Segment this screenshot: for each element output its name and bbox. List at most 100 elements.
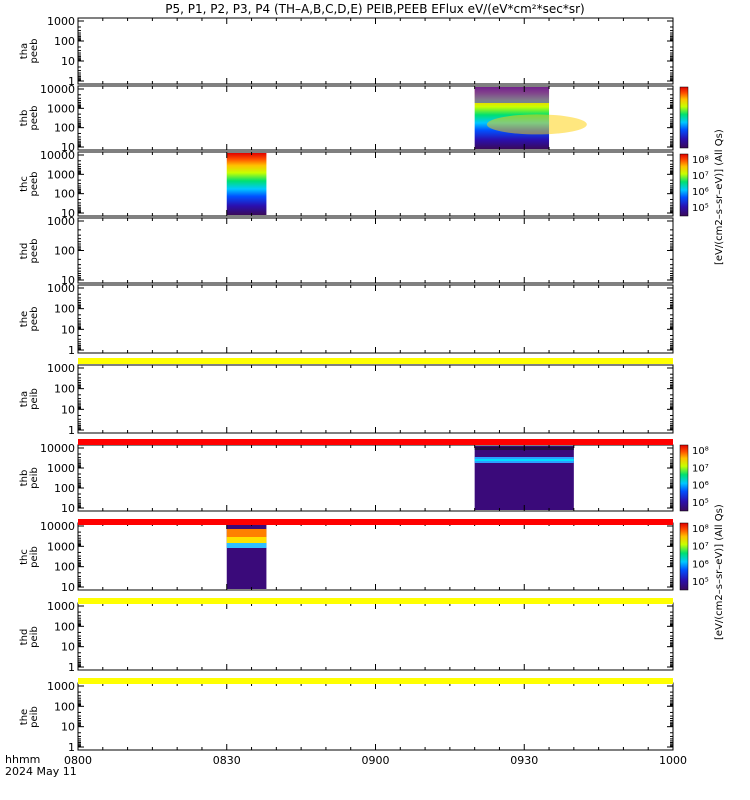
spectrogram-band [486,114,587,135]
date-label: 2024 May 11 [5,765,77,778]
x-tick-label: 1000 [659,754,687,767]
colorbar [679,522,689,591]
panel-ylabel: thb peeb [19,98,40,138]
colorbar-label: [eV/(cm2–s–sr–eV)] (All Qs) [714,129,725,265]
panel-ylabel: thd peib [19,617,40,657]
panel-ylabel: tha peeb [19,31,40,71]
y-tick-label: 100 [54,245,75,258]
y-tick-label: 10000 [40,442,75,455]
panel-frame [77,364,674,434]
y-tick-label: 10 [61,323,75,336]
y-tick-label: 1000 [47,168,75,181]
panel-ylabel: thb peib [19,458,40,498]
panel-frame [77,682,674,751]
panel-frame [77,444,674,512]
panel-frame [77,602,674,671]
y-tick-label: 1000 [47,362,75,375]
y-tick-label: 10 [61,207,75,220]
x-tick-label: 0930 [510,754,538,767]
panel-ylabel: thc peib [19,537,40,577]
colorbar-tick-label: 10⁵ [692,498,709,509]
colorbar-tick-label: 10⁶ [692,187,709,198]
panel-ylabel: thd peeb [19,231,40,271]
y-tick-label: 1000 [47,462,75,475]
y-tick-label: 1 [68,75,75,88]
xaxis-label: hhmm [5,753,41,766]
status-bar [78,439,673,445]
chart-title: P5, P1, P2, P3, P4 (TH–A,B,C,D,E) PEIB,P… [165,2,585,16]
status-bar [78,678,673,684]
y-tick-label: 1000 [47,540,75,553]
colorbar-tick-label: 10⁶ [692,559,709,570]
x-tick-label: 0830 [213,754,241,767]
panel-ylabel: tha peib [19,379,40,419]
y-tick-label: 100 [54,122,75,135]
status-bar [78,519,673,525]
panel-frame [77,17,674,85]
y-tick-label: 10 [61,721,75,734]
panel-ylabel-line: peeb [29,38,40,64]
x-tick-label: 0800 [64,754,92,767]
y-tick-label: 1 [68,661,75,674]
y-tick-label: 1000 [47,102,75,115]
panel-frame [77,284,674,354]
y-tick-label: 100 [54,620,75,633]
colorbar-tick-label: 10⁶ [692,481,709,492]
y-tick-label: 100 [54,383,75,396]
y-tick-label: 10 [61,55,75,68]
status-bar [78,598,673,604]
panel-ylabel-line: peeb [29,306,40,332]
y-tick-label: 10 [61,502,75,515]
colorbar-tick-label: 10⁵ [692,577,709,588]
y-tick-label: 10000 [40,83,75,96]
colorbar-tick-label: 10⁷ [692,542,709,553]
spectrogram-block [226,153,267,215]
y-tick-label: 1000 [47,282,75,295]
spectrogram-overlay [474,87,550,103]
panel-ylabel-line: peib [29,545,40,568]
status-bar [78,358,673,364]
panel-ylabel: the peeb [19,299,40,339]
y-tick-label: 10 [61,403,75,416]
y-tick-label: 10 [61,641,75,654]
y-tick-label: 1000 [47,15,75,28]
panel-ylabel-line: peib [29,625,40,648]
y-tick-label: 100 [54,561,75,574]
y-tick-label: 100 [54,700,75,713]
y-tick-label: 10 [61,581,75,594]
spectrogram-band [226,537,267,543]
panel-frame [77,217,674,284]
y-tick-label: 10000 [40,520,75,533]
y-tick-label: 1000 [47,600,75,613]
y-tick-label: 1000 [47,680,75,693]
y-tick-label: 10 [61,274,75,287]
y-tick-label: 100 [54,482,75,495]
panel-ylabel-line: peeb [29,171,40,197]
y-tick-label: 10 [61,141,75,154]
y-tick-label: 1 [68,741,75,754]
colorbar-tick-label: 10⁷ [692,171,709,182]
x-tick-label: 0900 [362,754,390,767]
panel-frame [77,85,674,151]
panel-ylabel-line: peib [29,388,40,410]
spectrogram-band [474,459,574,461]
spectrogram-block [474,446,574,510]
colorbar [679,86,689,149]
colorbar-tick-label: 10⁸ [692,524,709,535]
colorbar-tick-label: 10⁷ [692,463,709,474]
panel-ylabel: the peib [19,697,40,737]
colorbar-tick-label: 10⁸ [692,446,709,457]
panel-ylabel: thc peeb [19,164,40,204]
y-tick-label: 100 [54,188,75,201]
spectrogram-band [226,543,267,548]
colorbar-tick-label: 10⁸ [692,155,709,166]
y-tick-label: 10000 [40,149,75,162]
panel-ylabel-line: peeb [29,105,40,131]
panel-frame [77,522,674,591]
panel-ylabel-line: peib [29,705,40,728]
spectrogram-band [226,529,267,537]
y-tick-label: 1000 [47,215,75,228]
panel-frame [77,151,674,217]
y-tick-label: 1 [68,424,75,437]
